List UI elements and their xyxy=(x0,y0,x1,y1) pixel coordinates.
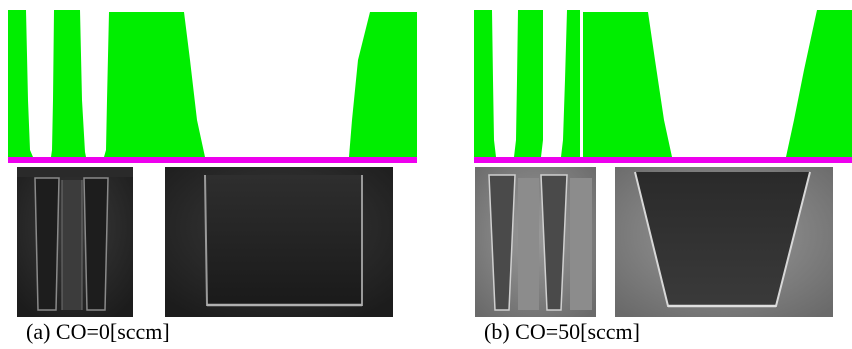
caption-a: (a) CO=0[sccm] xyxy=(26,319,170,344)
etch-profile-b-block-2 xyxy=(514,10,543,157)
etch-profile-b-block-5 xyxy=(786,10,852,157)
sem-image-b-wide xyxy=(615,167,833,317)
etch-profile-b xyxy=(474,10,852,157)
sem-image-b-narrow xyxy=(475,167,596,317)
sem-image-a-narrow xyxy=(17,167,133,317)
etch-profile-a xyxy=(8,10,417,157)
etch-profile-b-block-4 xyxy=(583,12,672,157)
substrate-layer-b xyxy=(474,157,852,163)
sem-image-a-wide xyxy=(165,167,393,317)
etch-profile-a-block-3 xyxy=(104,12,205,157)
etch-profile-b-block-3 xyxy=(561,10,580,157)
etch-profile-a-block-4 xyxy=(349,12,417,157)
etch-profile-b-block-1 xyxy=(474,10,496,157)
simulation-panel-b xyxy=(474,10,852,163)
caption-b: (b) CO=50[sccm] xyxy=(484,319,640,344)
substrate-layer-a xyxy=(8,157,417,163)
etch-profile-a-block-1 xyxy=(8,10,33,157)
etch-profile-a-block-2 xyxy=(51,10,86,157)
simulation-panel-a xyxy=(8,10,417,163)
